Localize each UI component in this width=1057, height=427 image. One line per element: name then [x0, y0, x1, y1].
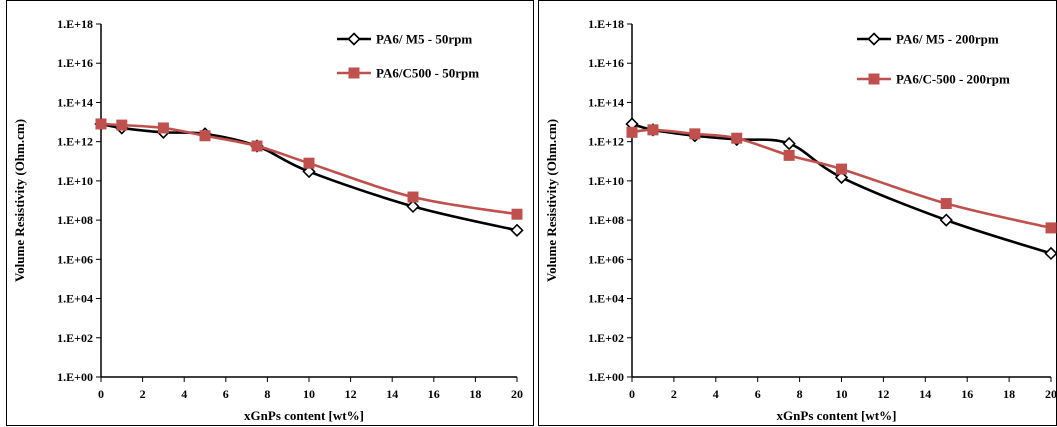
data-point: [116, 119, 128, 131]
data-point: [95, 118, 107, 130]
x-tick-label: 12: [345, 387, 357, 401]
data-point: [407, 191, 419, 203]
legend-label: PA6/C500 - 50rpm: [376, 66, 479, 81]
data-point: [939, 213, 953, 227]
x-tick-label: 8: [797, 387, 803, 401]
data-point: [783, 149, 795, 161]
data-point: [834, 170, 849, 185]
y-tick-label: 1.E+16: [588, 56, 624, 70]
y-tick-label: 1.E+00: [57, 370, 93, 384]
x-tick-label: 10: [303, 387, 315, 401]
y-tick-label: 1.E+14: [57, 95, 93, 109]
y-tick-label: 1.E+18: [57, 17, 93, 31]
y-tick-label: 1.E+08: [57, 213, 93, 227]
data-point: [647, 124, 659, 136]
data-point: [251, 140, 263, 152]
y-tick-label: 1.E+16: [57, 56, 93, 70]
x-tick-label: 20: [1045, 387, 1057, 401]
y-tick-label: 1.E+10: [57, 174, 93, 188]
legend-label: PA6/C-500 - 200rpm: [896, 72, 1010, 87]
y-tick-label: 1.E+10: [588, 174, 624, 188]
series-line-0: [631, 122, 1052, 255]
data-point: [406, 199, 420, 214]
x-axis-title: xGnPs content [wt%]: [244, 408, 364, 423]
data-point: [303, 157, 315, 169]
legend-marker: [867, 32, 881, 46]
chart-left: 1.E+00 1.E+02 1.E+04 1.E+06 1.E+08 1.E+10 1.E+…: [12, 17, 524, 423]
x-tick-label: 12: [877, 387, 889, 401]
data-point: [302, 164, 316, 179]
data-point: [731, 132, 743, 144]
data-point: [782, 136, 796, 151]
y-tick-label: 1.E+04: [57, 292, 93, 306]
data-point: [157, 122, 169, 134]
y-tick-label: 1.E+12: [57, 135, 93, 149]
x-tick-label: 14: [919, 387, 931, 401]
data-point: [626, 126, 638, 138]
x-tick-label: 16: [961, 387, 973, 401]
y-axis-title: Volume Resistivity (Ohm.cm): [544, 119, 559, 282]
legend-label: PA6/ M5 - 200rpm: [896, 32, 999, 47]
x-tick-label: 4: [713, 387, 719, 401]
x-tick-label: 18: [469, 387, 481, 401]
y-tick-label: 1.E+02: [57, 331, 93, 345]
x-axis-title: xGnPs content [wt%]: [777, 408, 897, 423]
x-tick-label: 6: [755, 387, 761, 401]
x-tick-label: 2: [671, 387, 677, 401]
chart-right: 1.E+00 1.E+02 1.E+04 1.E+06 1.E+08 1.E+10 1.E+…: [544, 17, 1057, 423]
y-tick-label: 1.E+04: [588, 292, 624, 306]
legend-marker: [348, 67, 360, 79]
x-tick-label: 20: [511, 387, 523, 401]
x-tick-label: 16: [428, 387, 440, 401]
y-tick-label: 1.E+18: [588, 17, 624, 31]
y-tick-label: 1.E+00: [588, 370, 624, 384]
data-point: [1044, 246, 1057, 261]
x-tick-label: 6: [223, 387, 229, 401]
chart-panel-left: 1.E+00 1.E+02 1.E+04 1.E+06 1.E+08 1.E+10 1.E+…: [6, 0, 534, 426]
y-tick-label: 1.E+02: [588, 331, 624, 345]
data-point: [199, 130, 211, 142]
x-tick-label: 2: [140, 387, 146, 401]
x-tick-label: 8: [264, 387, 270, 401]
x-tick-label: 0: [98, 387, 104, 401]
data-point: [511, 208, 523, 220]
x-tick-label: 4: [181, 387, 187, 401]
x-tick-label: 18: [1003, 387, 1015, 401]
y-tick-label: 1.E+06: [57, 252, 93, 266]
y-tick-label: 1.E+12: [588, 135, 624, 149]
y-axis-title: Volume Resistivity (Ohm.cm): [12, 119, 27, 282]
data-point: [836, 163, 847, 175]
x-tick-label: 14: [386, 387, 398, 401]
data-point: [940, 198, 952, 210]
y-tick-label: 1.E+08: [588, 213, 624, 227]
legend-label: PA6/ M5 - 50rpm: [376, 32, 472, 47]
x-tick-label: 0: [629, 387, 635, 401]
data-point: [689, 128, 701, 140]
legend-marker: [347, 32, 361, 46]
data-point: [510, 223, 524, 237]
legend-marker: [868, 73, 880, 85]
y-tick-label: 1.E+06: [588, 252, 624, 266]
chart-panel-right: 1.E+00 1.E+02 1.E+04 1.E+06 1.E+08 1.E+10 1.E+…: [538, 0, 1057, 426]
y-tick-label: 1.E+14: [588, 95, 624, 109]
data-point: [1045, 222, 1057, 234]
x-tick-label: 10: [836, 387, 848, 401]
